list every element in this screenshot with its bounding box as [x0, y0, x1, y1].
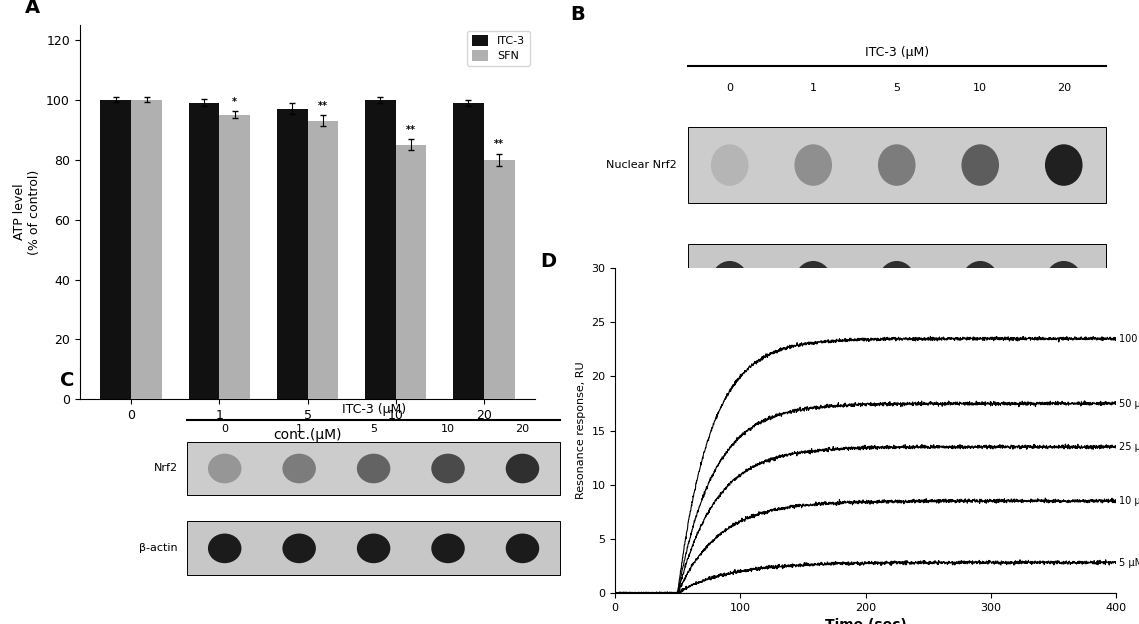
Ellipse shape [208, 454, 241, 484]
Text: LaminB: LaminB [636, 276, 678, 287]
Text: β-actin: β-actin [139, 544, 178, 553]
Text: *: * [232, 97, 237, 107]
Ellipse shape [794, 261, 831, 303]
Text: 10 μM: 10 μM [1118, 496, 1139, 506]
Text: **: ** [407, 125, 416, 135]
Text: A: A [25, 0, 40, 17]
Text: 50 μM: 50 μM [1118, 399, 1139, 409]
Ellipse shape [432, 534, 465, 563]
Ellipse shape [357, 534, 391, 563]
Ellipse shape [1044, 261, 1082, 303]
Bar [364, 100, 395, 399]
Y-axis label: ATP level
(% of control): ATP level (% of control) [13, 170, 41, 255]
Ellipse shape [506, 534, 539, 563]
Text: 1: 1 [810, 83, 817, 93]
Ellipse shape [282, 534, 316, 563]
Ellipse shape [506, 454, 539, 484]
Text: Nuclear Nrf2: Nuclear Nrf2 [606, 160, 678, 170]
Legend: ITC-3, SFN: ITC-3, SFN [467, 31, 530, 66]
Text: 20: 20 [516, 424, 530, 434]
Text: ITC-3 (μM): ITC-3 (μM) [865, 46, 928, 59]
Ellipse shape [794, 144, 831, 186]
Text: 5: 5 [893, 83, 900, 93]
Text: 10: 10 [441, 424, 456, 434]
Text: **: ** [318, 101, 328, 111]
Bar [277, 109, 308, 399]
Ellipse shape [961, 144, 999, 186]
FancyBboxPatch shape [188, 442, 559, 495]
Bar [308, 121, 338, 399]
Ellipse shape [711, 261, 748, 303]
Text: B: B [571, 6, 585, 24]
FancyBboxPatch shape [688, 127, 1106, 203]
Bar [131, 100, 162, 399]
Ellipse shape [961, 261, 999, 303]
Ellipse shape [878, 261, 916, 303]
Text: 100 μM: 100 μM [1118, 334, 1139, 344]
FancyBboxPatch shape [188, 522, 559, 575]
Ellipse shape [208, 534, 241, 563]
Ellipse shape [711, 144, 748, 186]
Text: 10: 10 [973, 83, 988, 93]
Text: **: ** [494, 139, 505, 149]
Ellipse shape [878, 144, 916, 186]
Text: D: D [540, 252, 556, 271]
Text: Nrf2: Nrf2 [154, 464, 178, 474]
X-axis label: Time (sec): Time (sec) [825, 618, 907, 624]
Bar [220, 115, 251, 399]
Ellipse shape [1044, 144, 1082, 186]
Y-axis label: Resonance response, RU: Resonance response, RU [575, 362, 585, 499]
Ellipse shape [432, 454, 465, 484]
Bar [100, 100, 131, 399]
Text: 5 μM: 5 μM [1118, 557, 1139, 567]
Text: 0: 0 [727, 83, 734, 93]
Ellipse shape [357, 454, 391, 484]
Bar [395, 145, 426, 399]
Text: 0: 0 [221, 424, 228, 434]
Text: 5: 5 [370, 424, 377, 434]
X-axis label: conc.(μM): conc.(μM) [273, 427, 342, 442]
Text: 25 μM: 25 μM [1118, 442, 1139, 452]
Text: ITC-3 (μM): ITC-3 (μM) [342, 402, 405, 416]
Bar [189, 103, 220, 399]
Text: 1: 1 [296, 424, 303, 434]
Bar [484, 160, 515, 399]
Ellipse shape [282, 454, 316, 484]
FancyBboxPatch shape [688, 244, 1106, 319]
Bar [453, 103, 484, 399]
Text: C: C [60, 371, 74, 389]
Text: 20: 20 [1057, 83, 1071, 93]
